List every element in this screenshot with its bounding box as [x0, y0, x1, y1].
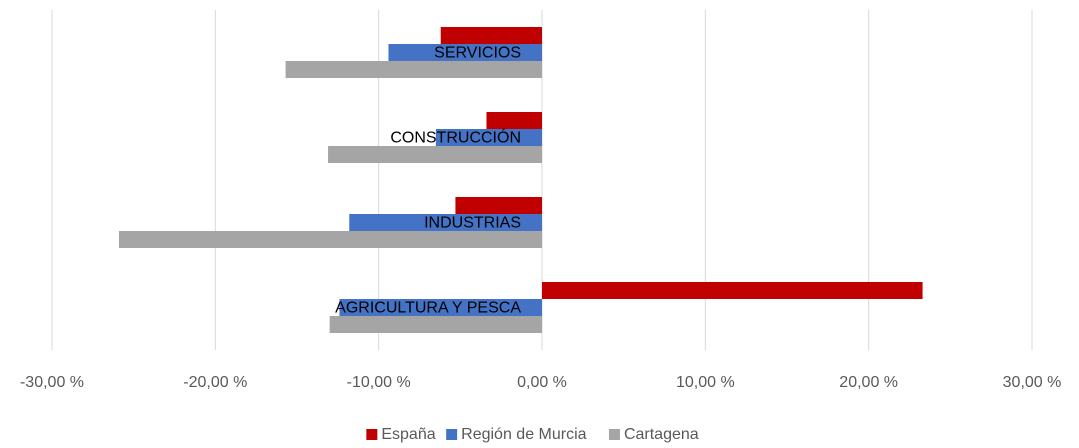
bar: [349, 214, 542, 231]
category-label: INDUSTRIAS: [424, 215, 521, 232]
legend-swatch: [446, 429, 458, 440]
bar: [440, 27, 542, 44]
x-tick-label: 0,00 %: [517, 374, 567, 391]
legend-label: España: [381, 426, 435, 443]
bar: [328, 146, 542, 163]
category-label: SERVICIOS: [434, 45, 521, 62]
x-tick-label: 10,00 %: [676, 374, 735, 391]
x-tick-label: -10,00 %: [347, 374, 411, 391]
bar: [486, 112, 542, 129]
bar: [542, 282, 923, 299]
bar: [118, 231, 542, 248]
x-tick-label: -30,00 %: [20, 374, 84, 391]
bar: [329, 316, 542, 333]
legend-label: Cartagena: [624, 426, 699, 443]
x-tick-label: 30,00 %: [1003, 374, 1062, 391]
x-tick-label: -20,00 %: [183, 374, 247, 391]
bar: [435, 129, 542, 146]
bar: [455, 197, 542, 214]
category-label: CONSTRUCCIÓN: [390, 128, 521, 147]
legend-swatch: [366, 429, 378, 440]
bar: [339, 299, 542, 316]
bar: [388, 44, 542, 61]
legend-swatch: [608, 429, 620, 440]
x-tick-label: 20,00 %: [839, 374, 898, 391]
bar: [285, 61, 542, 78]
category-label: AGRICULTURA Y PESCA: [335, 300, 521, 317]
legend-label: Región de Murcia: [461, 426, 587, 443]
